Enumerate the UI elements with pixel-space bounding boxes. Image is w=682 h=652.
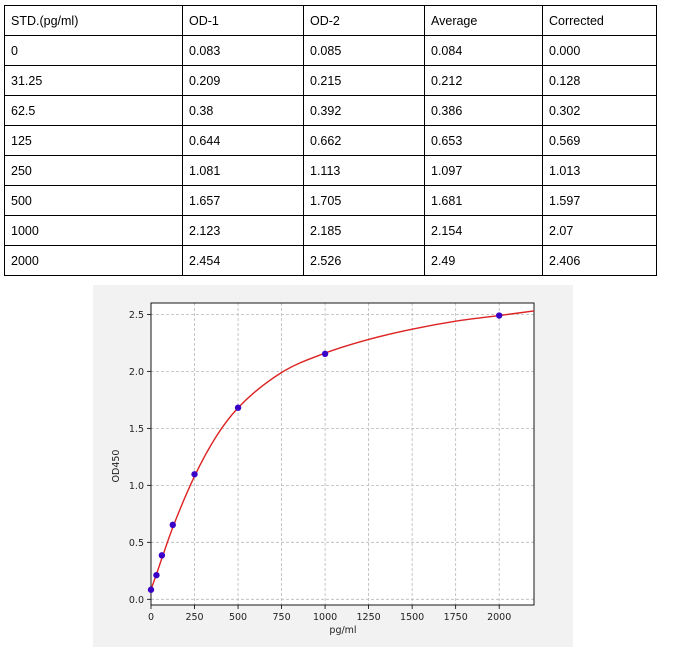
table-row: 125 0.644 0.662 0.653 0.569	[4, 125, 657, 156]
y-tick-label: 0.0	[129, 595, 144, 606]
table-cell: 250	[4, 155, 183, 186]
table-cell: 0.128	[542, 65, 657, 96]
data-points	[147, 312, 503, 593]
data-point	[147, 586, 155, 593]
table-row: 250 1.081 1.113 1.097 1.013	[4, 155, 657, 186]
table-cell: 1.081	[182, 155, 304, 186]
table-cell: 2.154	[424, 215, 543, 246]
table-cell: 2.454	[182, 245, 304, 276]
table-cell: 2.123	[182, 215, 304, 246]
table-cell: 2.07	[542, 215, 657, 246]
x-tick-label: 1500	[400, 612, 424, 623]
table-cell: 0.644	[182, 125, 304, 156]
table-cell: 0	[4, 35, 183, 66]
x-tick-label: 750	[272, 612, 290, 623]
x-tick-label: 2000	[487, 612, 511, 623]
table-row: 500 1.657 1.705 1.681 1.597	[4, 185, 657, 216]
table-header-cell: OD-1	[182, 5, 304, 36]
table-cell: 0.653	[424, 125, 543, 156]
table-cell: 0.212	[424, 65, 543, 96]
y-tick-label: 1.5	[129, 424, 144, 435]
table-row: 62.5 0.38 0.392 0.386 0.302	[4, 95, 657, 126]
table-cell: 1.097	[424, 155, 543, 186]
y-axis-label: OD450	[111, 450, 122, 483]
data-point	[153, 571, 160, 579]
plot-frame	[150, 302, 535, 606]
table-row: 2000 2.454 2.526 2.49 2.406	[4, 245, 657, 276]
table-header-cell: OD-2	[303, 5, 425, 36]
data-point	[169, 521, 176, 529]
table-cell: 1.681	[424, 185, 543, 216]
x-tick-label: 1750	[444, 612, 468, 623]
table-cell: 0.302	[542, 95, 657, 126]
table-cell: 0.084	[424, 35, 543, 66]
table-cell: 2000	[4, 245, 183, 276]
x-tick-label: 1000	[313, 612, 337, 623]
table-row: 0 0.083 0.085 0.084 0.000	[4, 35, 657, 66]
table-cell: 62.5	[4, 95, 183, 126]
table-cell: 1.013	[542, 155, 657, 186]
data-point	[191, 471, 198, 478]
x-tick-label: 0	[148, 612, 154, 623]
table-cell: 125	[4, 125, 183, 156]
table-cell: 0.000	[542, 35, 657, 66]
table-row: 1000 2.123 2.185 2.154 2.07	[4, 215, 657, 246]
table-cell: 1.705	[303, 185, 425, 216]
x-axis-label: pg/ml	[329, 625, 356, 636]
plot-background	[151, 303, 534, 605]
table-cell: 1.113	[303, 155, 425, 186]
table-cell: 500	[4, 185, 183, 216]
chart-grid	[150, 303, 534, 605]
table-cell: 31.25	[4, 65, 183, 96]
y-tick-label: 2.5	[129, 310, 144, 321]
table-cell: 0.083	[182, 35, 304, 66]
table-cell: 0.386	[424, 95, 543, 126]
table-cell: 2.49	[424, 245, 543, 276]
y-tick-label: 2.0	[129, 367, 144, 378]
standard-curve-chart: 0 250 500 750 1000 1250 1500 1750 2000 0.0 0.5 1.0 1…	[93, 285, 573, 647]
table-cell: 0.085	[303, 35, 425, 66]
table-cell: 0.38	[182, 95, 304, 126]
table-cell: 2.185	[303, 215, 425, 246]
y-tick-label: 1.0	[129, 481, 144, 492]
table-cell: 0.569	[542, 125, 657, 156]
x-tick-label: 500	[229, 612, 247, 623]
standard-curve-table: STD.(pg/ml) OD-1 OD-2 Average Corrected 0 0.08…	[4, 5, 657, 276]
table-cell: 2.406	[542, 245, 657, 276]
chart-canvas: 0 250 500 750 1000 1250 1500 1750 2000 0.0 0.5 1.0 1…	[111, 302, 535, 636]
table-row: 31.25 0.209 0.215 0.212 0.128	[4, 65, 657, 96]
data-point	[321, 350, 329, 358]
table-cell: 2.526	[303, 245, 425, 276]
table-cell: 1.597	[542, 185, 657, 216]
table-cell: 1000	[4, 215, 183, 246]
data-point	[158, 552, 166, 559]
table-cell: 1.657	[182, 185, 304, 216]
table-header-cell: Average	[424, 5, 543, 36]
chart-axes	[150, 302, 535, 606]
chart-ticks: 0 250 500 750 1000 1250 1500 1750 2000 0.0 0.5 1.0 1…	[129, 310, 511, 623]
table-cell: 0.215	[303, 65, 425, 96]
x-tick-label: 250	[185, 612, 203, 623]
x-tick-label: 1250	[357, 612, 381, 623]
table-cell: 0.209	[182, 65, 304, 96]
table-cell: 0.662	[303, 125, 425, 156]
table-header-row: STD.(pg/ml) OD-1 OD-2 Average Corrected	[4, 5, 657, 36]
table-cell: 0.392	[303, 95, 425, 126]
data-point	[234, 404, 242, 411]
table-header-cell: STD.(pg/ml)	[4, 5, 183, 36]
data-point	[495, 312, 503, 319]
y-tick-label: 0.5	[129, 538, 144, 549]
table-header-cell: Corrected	[542, 5, 657, 36]
